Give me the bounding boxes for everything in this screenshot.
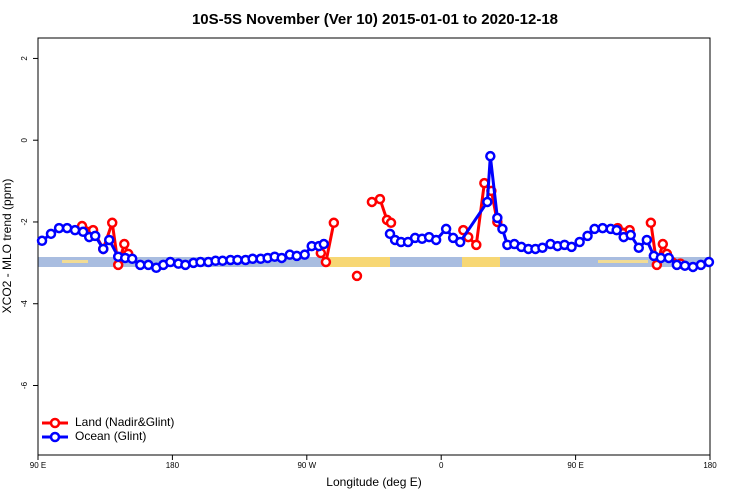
x-axis-label: Longitude (deg E)	[326, 475, 421, 489]
y-tick-label: -4	[20, 300, 29, 308]
y-tick-label: -6	[20, 381, 29, 389]
data-point	[328, 217, 340, 229]
data-point	[374, 193, 386, 205]
data-point	[641, 234, 653, 246]
data-point	[366, 196, 378, 208]
data-point	[299, 249, 310, 260]
y-axis-label: XCO2 - MLO trend (ppm)	[0, 179, 14, 314]
data-point	[430, 234, 442, 246]
data-point	[611, 224, 622, 236]
data-point	[165, 256, 176, 268]
x-tick-label: 90 E	[30, 461, 46, 470]
data-point	[45, 228, 57, 240]
data-point	[625, 229, 636, 241]
data-point	[537, 242, 548, 253]
data-point	[574, 236, 585, 248]
data-point	[663, 252, 675, 264]
data-point	[492, 212, 503, 224]
data-point	[89, 230, 101, 242]
data-point	[291, 250, 303, 262]
map-land-strip	[62, 260, 88, 263]
data-point	[98, 243, 109, 255]
y-tick-label: -2	[20, 218, 29, 226]
x-tick-label: 180	[166, 461, 180, 470]
data-point	[471, 239, 482, 251]
x-tick-label: 0	[439, 461, 444, 470]
data-point	[440, 223, 452, 235]
x-tick-label: 90 E	[567, 461, 583, 470]
data-point	[53, 222, 65, 234]
map-land-strip	[326, 257, 390, 267]
data-point	[103, 234, 115, 246]
data-point	[112, 259, 124, 271]
data-point	[582, 230, 593, 242]
data-point	[119, 238, 130, 250]
y-tick-label: 0	[20, 137, 29, 142]
map-land-strip	[598, 260, 648, 263]
plot-frame	[37, 37, 711, 456]
x-tick-label: 180	[703, 461, 717, 470]
data-point	[351, 270, 363, 282]
data-point	[126, 253, 138, 265]
data-point	[180, 259, 191, 271]
data-point	[485, 150, 496, 162]
data-point	[77, 226, 89, 238]
data-point	[385, 217, 397, 229]
data-point	[679, 260, 691, 271]
map-land-strip	[462, 257, 500, 267]
data-point	[497, 223, 508, 235]
data-point	[589, 223, 600, 235]
data-point	[320, 256, 332, 268]
data-point	[318, 238, 330, 250]
x-tick-label: 90 W	[297, 461, 316, 470]
data-point	[645, 217, 657, 229]
data-point	[232, 254, 243, 266]
data-point	[247, 253, 258, 265]
data-point	[454, 236, 466, 248]
data-point	[566, 241, 577, 253]
legend-marker	[49, 431, 61, 443]
y-tick-label: 2	[20, 56, 29, 61]
data-point	[135, 259, 146, 271]
data-point	[482, 196, 493, 208]
legend-label: Land (Nadir&Glint)	[75, 415, 174, 429]
chart-title: 10S-5S November (Ver 10) 2015-01-01 to 2…	[192, 11, 558, 28]
data-point	[69, 224, 81, 236]
data-point	[276, 252, 287, 264]
data-point	[597, 222, 608, 234]
legend-marker	[49, 417, 61, 429]
data-point	[695, 259, 707, 271]
data-point	[703, 256, 715, 268]
data-point	[657, 238, 669, 250]
data-point	[633, 242, 645, 253]
data-point	[36, 235, 48, 247]
data-point	[671, 259, 683, 271]
data-point	[106, 217, 118, 229]
legend-label: Ocean (Glint)	[75, 429, 146, 443]
